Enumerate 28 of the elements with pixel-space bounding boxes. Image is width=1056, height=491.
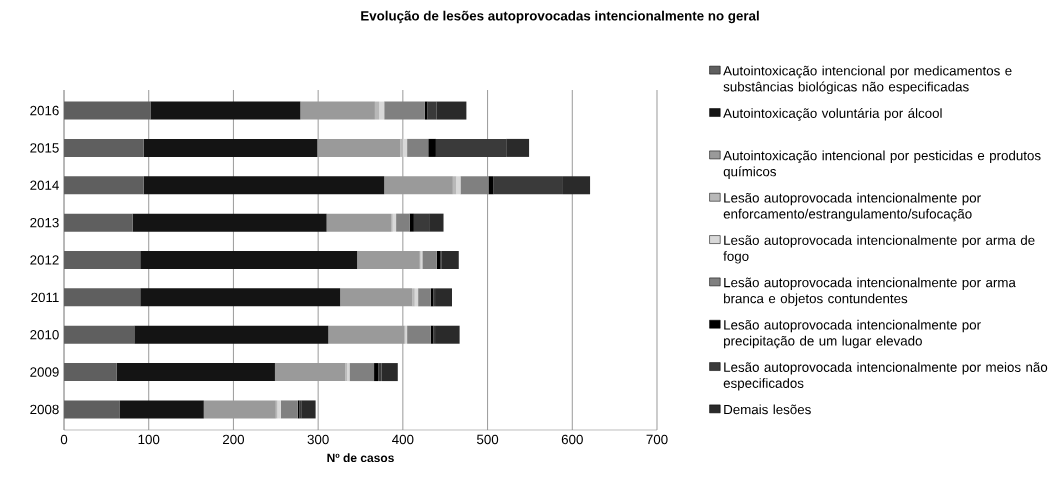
- legend-label: Demais lesões: [724, 404, 811, 415]
- x-tick-label: 0: [60, 434, 68, 445]
- x-tick-label: 100: [138, 434, 160, 445]
- legend-label: Lesão autoprovocada intencionalmente por arma branca e objetos contundentes: [724, 277, 1016, 306]
- y-tick-label: 2009: [30, 367, 59, 377]
- legend-label: Lesão autoprovocada intencionalmente por precipitação de um lugar elevado: [724, 319, 981, 349]
- legend-label: Lesão autoprovocada intencionalmente por arma de fogo: [723, 235, 1035, 264]
- x-tick-label: 400: [392, 434, 414, 445]
- x-tick-label: 700: [646, 434, 668, 445]
- y-tick-label: 2016: [30, 105, 59, 116]
- y-tick-label: 2010: [30, 330, 59, 340]
- legend-label: Lesão autoprovocada intencionalmente por meios não especificados: [723, 362, 1048, 391]
- y-tick-label: 2012: [30, 255, 59, 265]
- y-tick-label: 2013: [30, 217, 59, 228]
- y-tick-label: 2011: [31, 292, 59, 303]
- x-tick-label: 200: [222, 434, 245, 445]
- x-tick-label: 600: [561, 434, 583, 445]
- legend-label: Autointoxicação intencional por medicamentos e substâncias biológicas não especificadas: [723, 65, 1012, 95]
- x-axis-title: Nº de casos: [327, 453, 394, 463]
- legend-label: Lesão autoprovocada intencionalmente por enforcamento/estrangulamento/sufocação: [723, 192, 981, 222]
- y-tick-label: 2014: [30, 180, 59, 190]
- legend-label: Autointoxicação intencional por pesticidas e produtos químicos: [723, 150, 1041, 179]
- chart-title: Evolução de lesões autoprovocadas intencionalmente no geral: [361, 10, 759, 24]
- x-tick-label: 300: [307, 434, 329, 445]
- y-tick-label: 2015: [30, 143, 59, 153]
- y-tick-label: 2008: [30, 404, 59, 415]
- legend-label: Autointoxicação voluntária por álcool: [723, 108, 942, 121]
- x-tick-label: 500: [476, 434, 499, 445]
